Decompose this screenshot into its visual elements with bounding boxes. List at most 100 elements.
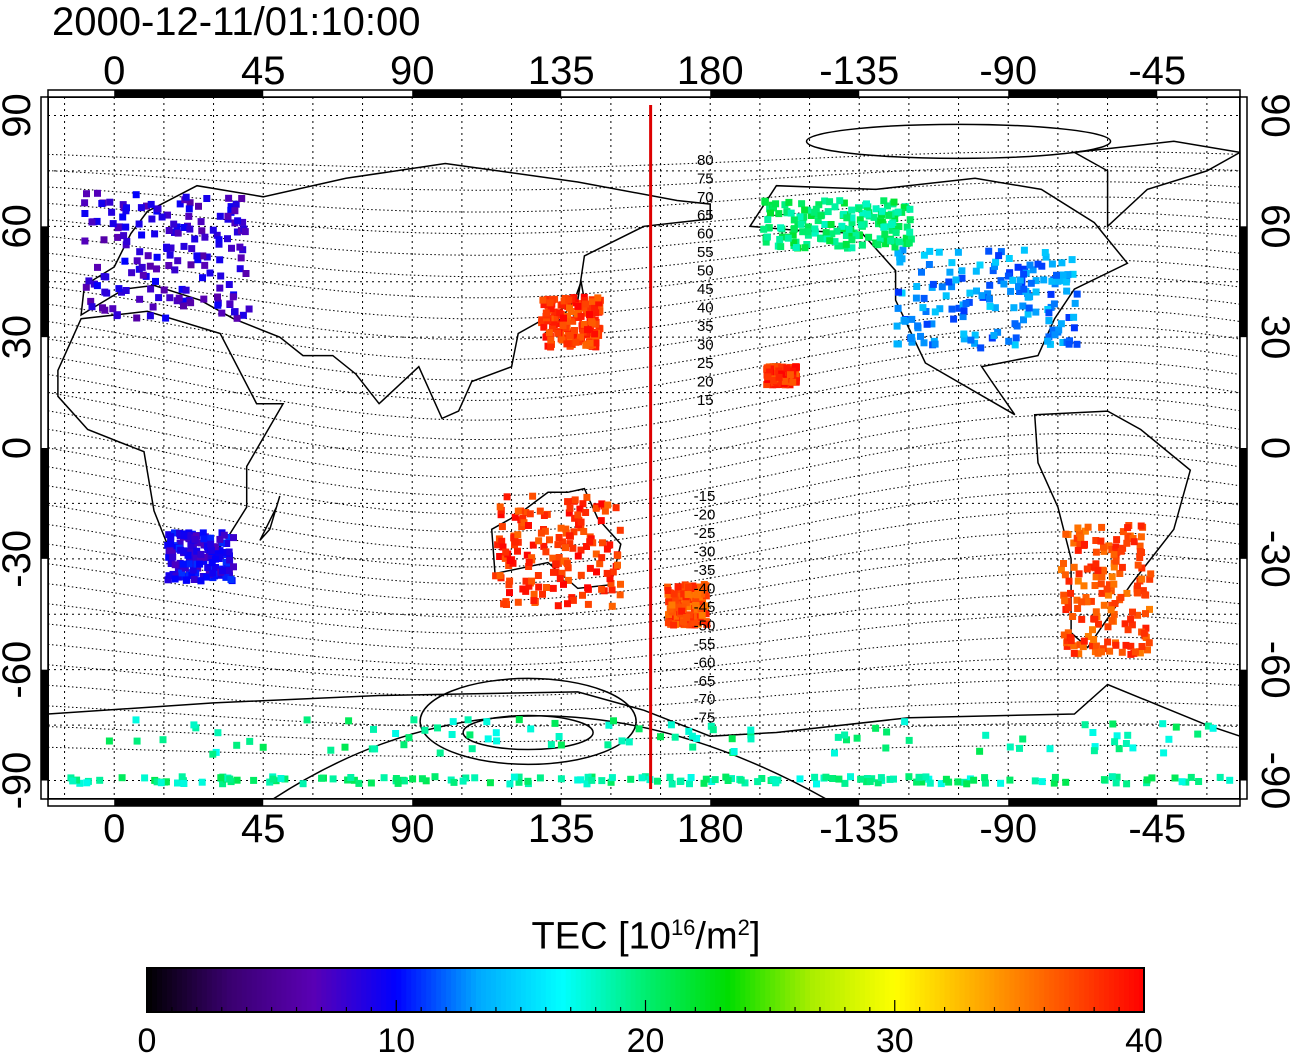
tec-cell [557,775,565,783]
tec-cell [81,237,89,245]
tec-cell [1091,743,1099,751]
colorbar-step [1044,968,1050,1012]
tec-cell [883,728,891,736]
tec-cell [903,223,911,231]
tec-cell [100,236,108,244]
tec-cell [237,254,245,262]
tec-cell [83,779,91,787]
tec-cell [1178,778,1186,786]
tec-cell [891,243,899,251]
colorbar-step [311,968,318,1012]
tec-cell [671,596,679,604]
tec-cell [835,775,843,783]
tec-cell [132,716,140,724]
tec-cell [216,547,224,555]
tec-cell [603,545,611,553]
colorbar-step [1109,968,1115,1012]
tec-cell [784,234,792,242]
tec-cell [761,197,769,205]
tec-cell [166,294,174,302]
left-lat-tick: 60 [0,204,39,249]
tec-cell [214,293,221,301]
tec-cell [1108,617,1116,625]
tec-cell [183,576,191,584]
tec-cell [206,269,214,277]
tec-cell [906,205,914,213]
tec-cell [193,547,201,555]
tec-cell [1010,304,1018,312]
colorbar-step [924,968,931,1012]
tec-cell [771,369,779,377]
tec-cell [587,305,595,313]
tec-cell [136,295,144,303]
tec-cell [549,325,556,333]
colorbar-step [271,968,278,1012]
tec-cell [562,525,570,533]
colorbar-step [216,968,223,1012]
top-lon-tick: 90 [390,49,435,93]
tec-cell [574,511,582,519]
tec-cell [863,200,870,208]
colorbar-step [1114,968,1120,1012]
tec-cell [1142,624,1150,632]
tec-cell [1117,547,1125,555]
colorbar-step [929,968,936,1012]
colorbar-step [1104,968,1110,1012]
tec-cell [1020,316,1027,324]
tec-cell [1070,642,1078,650]
colorbar-step [810,968,816,1012]
tec-cell [218,309,226,317]
tec-cell [986,295,993,303]
tec-cell [908,315,916,323]
tec-cell [986,281,994,289]
tec-cell [191,235,199,243]
tec-cell [566,504,574,512]
tec-cell [758,775,766,782]
tec-cell [1112,543,1120,551]
tec-cell [900,204,908,212]
tec-cell [496,503,504,511]
tec-cell [1080,582,1088,590]
tec-cell [938,283,946,291]
tec-cell [978,292,986,300]
tec-cell [176,539,184,547]
tec-cell [890,775,897,783]
tec-cell [198,539,206,547]
tec-cell [614,551,622,559]
contour-label: -35 [694,562,716,579]
tec-cell [1139,587,1147,595]
tec-cell [1051,773,1059,781]
colorbar-step [894,968,901,1012]
colorbar-step [176,968,183,1012]
tec-cell [141,774,149,782]
contour-label: -50 [694,617,716,634]
tec-cell [1122,641,1130,649]
colorbar-step [535,968,542,1012]
colorbar-step [725,968,731,1012]
tec-cell [564,564,572,572]
tec-cell [592,550,600,558]
tec-cell [199,252,207,260]
colorbar-step [371,968,377,1012]
tec-cell [242,270,250,277]
tec-cell [700,779,708,787]
tec-cell [580,528,588,535]
tec-cell [198,778,206,786]
colorbar-step [954,968,961,1012]
contour-line [48,511,1240,585]
tec-cell [586,339,594,347]
colorbar-step [750,968,756,1012]
tec-cell [1062,778,1070,786]
tec-cell [841,731,849,739]
tec-cell [754,778,762,786]
tec-cell [702,602,710,610]
tec-cell [689,743,697,751]
tec-cell [627,775,635,783]
tec-cell [920,251,928,259]
tec-cell [190,721,198,729]
tec-cell [1016,744,1023,752]
tec-cell [1069,613,1077,620]
tec-cell [887,237,895,245]
tec-cell [215,240,223,248]
tec-cell [595,299,603,307]
